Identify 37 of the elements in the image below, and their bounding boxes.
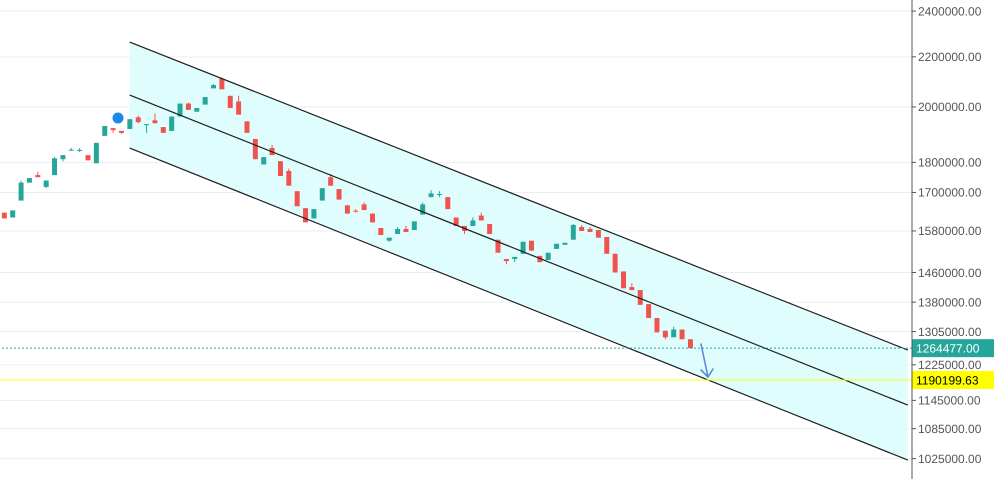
y-tick-label: 1800000.00 (918, 156, 982, 170)
candlestick (127, 118, 132, 130)
y-tick-label: 1700000.00 (918, 186, 982, 200)
candlestick (144, 124, 150, 134)
candlestick (52, 156, 58, 176)
candlestick (680, 329, 685, 340)
ref-line-label: 1264477.00 (916, 342, 980, 356)
y-tick-label: 2400000.00 (918, 4, 982, 18)
candlestick (278, 160, 283, 177)
candlestick (570, 224, 576, 240)
candlestick (638, 290, 643, 306)
candlestick (18, 180, 24, 202)
y-tick-label: 1460000.00 (918, 266, 982, 280)
y-tick-label: 1380000.00 (918, 295, 982, 310)
y-tick-label: 2200000.00 (918, 50, 982, 64)
y-tick-label: 2000000.00 (918, 100, 982, 114)
candlestick (152, 113, 158, 124)
y-tick-label: 1225000.00 (918, 358, 982, 372)
y-tick-label: 1305000.00 (918, 324, 982, 339)
y-tick-label: 1085000.00 (918, 422, 982, 436)
candlestick (646, 304, 652, 319)
ref-line-label: 1190199.63 (916, 373, 979, 388)
candlestick (94, 142, 99, 164)
candlestick (294, 190, 300, 207)
candlestick (604, 236, 610, 254)
y-tick-label: 1580000.00 (918, 224, 982, 238)
candlestick (286, 168, 292, 186)
candlestick (236, 95, 242, 116)
candlestick (654, 318, 660, 333)
candlestick (303, 208, 308, 223)
candlestick (219, 77, 224, 90)
y-tick-label: 1145000.00 (918, 394, 981, 408)
candlestick (487, 224, 492, 234)
y-tick-label: 1025000.00 (918, 452, 982, 466)
candlestick (320, 188, 325, 202)
candlestick (311, 208, 316, 219)
candlestick (169, 116, 174, 132)
